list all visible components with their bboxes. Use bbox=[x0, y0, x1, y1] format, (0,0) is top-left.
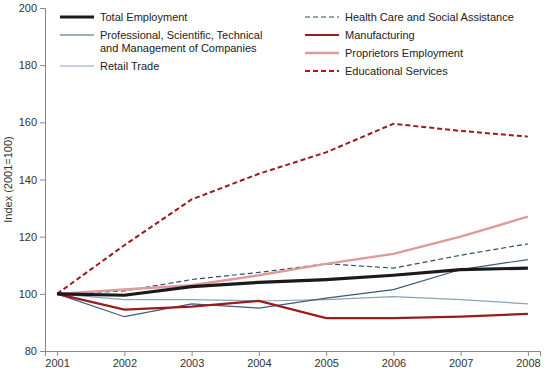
x-tick-label: 2003 bbox=[180, 357, 204, 369]
x-tick: 2006 bbox=[382, 351, 406, 369]
y-tick-mark bbox=[40, 180, 45, 181]
legend-label: Educational Services bbox=[345, 65, 448, 77]
legend-swatch bbox=[60, 15, 94, 18]
x-tick-mark bbox=[124, 351, 125, 356]
legend-swatch bbox=[60, 34, 94, 35]
y-tick: 140 bbox=[19, 174, 45, 186]
x-tick: 2005 bbox=[314, 351, 338, 369]
y-tick: 180 bbox=[19, 59, 45, 71]
series-line bbox=[57, 260, 528, 317]
legend-swatch bbox=[60, 65, 94, 66]
legend-label: Health Care and Social Assistance bbox=[345, 11, 514, 23]
x-tick-label: 2001 bbox=[45, 357, 69, 369]
y-tick-mark bbox=[40, 237, 45, 238]
y-axis-title: Index (2001=100) bbox=[2, 136, 14, 223]
x-tick: 2004 bbox=[247, 351, 271, 369]
x-tick-label: 2006 bbox=[382, 357, 406, 369]
legend-label: Proprietors Employment bbox=[345, 47, 463, 59]
y-tick: 80 bbox=[25, 345, 45, 357]
x-tick-mark bbox=[192, 351, 193, 356]
y-tick: 160 bbox=[19, 116, 45, 128]
legend-swatch bbox=[305, 34, 339, 36]
y-tick-label: 160 bbox=[19, 116, 37, 128]
series-line bbox=[57, 268, 528, 295]
lines bbox=[57, 124, 528, 318]
x-tick-mark bbox=[461, 351, 462, 356]
y-tick-label: 100 bbox=[19, 288, 37, 300]
x-tick-mark bbox=[393, 351, 394, 356]
y-tick-mark bbox=[40, 122, 45, 123]
y-tick-label: 140 bbox=[19, 174, 37, 186]
x-axis-line bbox=[46, 352, 541, 357]
legend: Total Employment Professional, Scientific… bbox=[60, 11, 514, 77]
legend-label: Professional, Scientific, Technicaland M… bbox=[100, 29, 262, 54]
x-tick-mark bbox=[57, 351, 58, 356]
x-tick-label: 2005 bbox=[314, 357, 338, 369]
x-tick-label: 2004 bbox=[247, 357, 271, 369]
y-tick: 200 bbox=[19, 2, 45, 14]
x-tick: 2003 bbox=[180, 351, 204, 369]
y-tick-label: 200 bbox=[19, 2, 37, 14]
y-tick: 100 bbox=[19, 288, 45, 300]
x-tick: 2001 bbox=[45, 351, 69, 369]
y-tick-label: 180 bbox=[19, 59, 37, 71]
x-tick-label: 2002 bbox=[113, 357, 137, 369]
legend-swatch bbox=[305, 52, 339, 54]
legend-label: Total Employment bbox=[100, 11, 187, 23]
x-tick: 2007 bbox=[449, 351, 473, 369]
x-axis: 2001 2002 2003 2004 2005 2006 2007 2008 bbox=[45, 351, 540, 369]
y-tick-mark bbox=[40, 294, 45, 295]
x-tick: 2002 bbox=[113, 351, 137, 369]
y-tick-mark bbox=[40, 8, 45, 9]
chart: 80 100 120 140 160 180 200 2001 2002 2003 2004 2005… bbox=[0, 0, 551, 373]
series-line bbox=[57, 294, 528, 318]
y-tick-mark bbox=[40, 65, 45, 66]
y-axis: 80 100 120 140 160 180 200 bbox=[19, 2, 46, 357]
legend-label: Manufacturing bbox=[345, 29, 415, 41]
y-tick-mark bbox=[40, 351, 45, 352]
x-tick-label: 2007 bbox=[449, 357, 473, 369]
y-tick: 120 bbox=[19, 231, 45, 243]
x-tick-mark bbox=[326, 351, 327, 356]
y-tick-label: 120 bbox=[19, 231, 37, 243]
y-axis-line bbox=[40, 9, 46, 352]
legend-swatch bbox=[305, 70, 339, 72]
legend-label: Retail Trade bbox=[100, 60, 159, 72]
x-tick-label: 2008 bbox=[516, 357, 540, 369]
x-tick-mark bbox=[259, 351, 260, 356]
x-tick: 2008 bbox=[516, 351, 540, 369]
legend-swatch bbox=[305, 16, 339, 17]
y-tick-label: 80 bbox=[25, 345, 37, 357]
x-tick-mark bbox=[528, 351, 529, 356]
